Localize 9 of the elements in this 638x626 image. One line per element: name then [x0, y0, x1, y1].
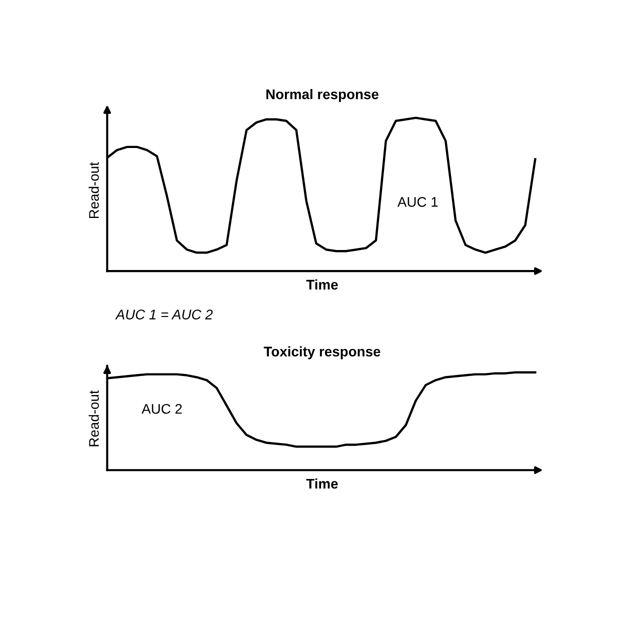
y-axis-title: Read-out: [88, 390, 99, 446]
x-axis-title: Time: [306, 279, 338, 290]
chart-title: Normal response: [266, 89, 378, 102]
chart-title: Toxicity response: [264, 346, 380, 360]
y-axis-title: Read-out: [88, 162, 99, 218]
annotation: AUC 1: [397, 197, 438, 207]
text: AUC 1 = AUC 2: [115, 310, 213, 320]
annotation: AUC 2: [142, 404, 182, 414]
x-axis-title: Time: [306, 478, 338, 489]
